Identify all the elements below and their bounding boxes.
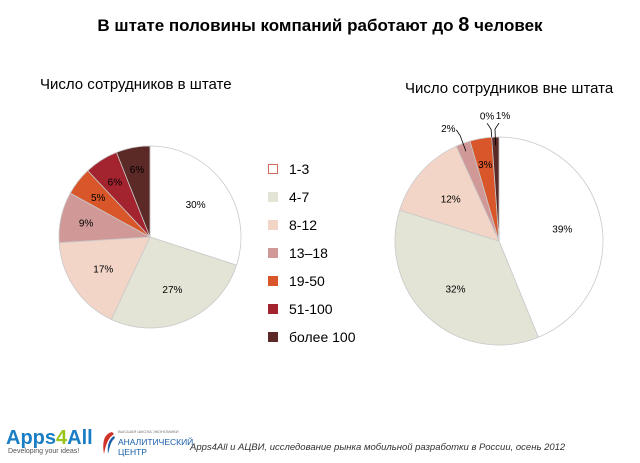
slice-label: 39% bbox=[552, 225, 572, 236]
slice-label: 6% bbox=[108, 178, 123, 189]
legend-swatch bbox=[268, 275, 278, 286]
leader-line bbox=[494, 122, 500, 146]
chart-title: В штате половины компаний работают до 8 … bbox=[0, 14, 640, 37]
slice-label: 9% bbox=[79, 219, 94, 230]
legend-label: 13–18 bbox=[289, 244, 328, 261]
pie-slice bbox=[498, 136, 604, 338]
logo1-tagline: Developing your ideas! bbox=[8, 448, 80, 455]
pie-slice bbox=[399, 145, 500, 242]
legend-item: 51-100 bbox=[268, 300, 356, 317]
slice-label: 5% bbox=[91, 193, 106, 204]
slice-label: 12% bbox=[441, 194, 461, 205]
pie-slice bbox=[110, 236, 238, 329]
logo1-part-a: Apps bbox=[6, 427, 56, 449]
legend-label: 8-12 bbox=[289, 216, 318, 233]
title-number: 8 bbox=[458, 14, 470, 36]
leader-line bbox=[455, 129, 467, 152]
slice-label: 17% bbox=[93, 265, 113, 276]
analytic-center-logo: ВЫСШАЯ ШКОЛА ЭКОНОМИКИ АНАЛИТИЧЕСКИЙ ЦЕН… bbox=[100, 428, 194, 458]
legend-label: более 100 bbox=[289, 328, 356, 345]
pie-chart-nonstaff: 39% 32% 12% 2% 3% 0% 1% bbox=[394, 111, 604, 346]
slice-label: 27% bbox=[162, 285, 182, 296]
slice-label: 3% bbox=[478, 160, 493, 171]
analytic-center-emblem-icon bbox=[103, 432, 115, 454]
slice-label: 30% bbox=[186, 200, 206, 211]
logo1-part-b: 4 bbox=[56, 427, 68, 449]
slice-label: 1% bbox=[496, 111, 511, 122]
logo2-line1: АНАЛИТИЧЕСКИЙ bbox=[118, 437, 194, 447]
pie-slice bbox=[394, 209, 539, 346]
legend-swatch bbox=[268, 303, 278, 314]
logo1-part-c: All bbox=[67, 427, 93, 449]
title-prefix: В штате половины компаний работают до bbox=[97, 16, 459, 35]
slice-label: 0% bbox=[480, 111, 495, 122]
logo2-small-text: ВЫСШАЯ ШКОЛА ЭКОНОМИКИ bbox=[118, 429, 179, 434]
legend-item: 8-12 bbox=[268, 216, 356, 233]
legend-label: 4-7 bbox=[289, 188, 310, 205]
pie-chart-staff: 30%27%17%9%5%6%6% bbox=[58, 145, 242, 329]
slice-label: 32% bbox=[445, 285, 465, 296]
legend-swatch bbox=[268, 219, 278, 230]
logo2-line2: ЦЕНТР bbox=[118, 447, 147, 457]
legend-swatch bbox=[268, 191, 278, 202]
legend-swatch bbox=[268, 331, 278, 342]
right-pie-title: Число сотрудников вне штата bbox=[405, 80, 614, 97]
left-pie-title: Число сотрудников в штате bbox=[40, 76, 232, 93]
legend-label: 1-3 bbox=[289, 160, 310, 177]
slice-label: 2% bbox=[441, 124, 456, 135]
source-note: Apps4All и АЦВИ, исследование рынка моби… bbox=[190, 442, 566, 453]
slice-label: 6% bbox=[130, 165, 145, 176]
title-suffix: человек bbox=[469, 16, 543, 35]
legend-item: 4-7 bbox=[268, 188, 356, 205]
pie-slice bbox=[149, 145, 242, 266]
legend: 1-3 4-7 8-12 13–18 19-50 51-100 более 100 bbox=[268, 160, 356, 356]
apps4all-logo: Apps4All Developing your ideas! bbox=[6, 428, 96, 455]
legend-item: 13–18 bbox=[268, 244, 356, 261]
legend-swatch bbox=[268, 163, 278, 174]
pie-slice bbox=[115, 145, 151, 238]
legend-item: 1-3 bbox=[268, 160, 356, 177]
legend-label: 19-50 bbox=[289, 272, 325, 289]
pie-slice bbox=[58, 236, 151, 320]
legend-item: более 100 bbox=[268, 328, 356, 345]
legend-item: 19-50 bbox=[268, 272, 356, 289]
legend-label: 51-100 bbox=[289, 300, 333, 317]
legend-swatch bbox=[268, 247, 278, 258]
